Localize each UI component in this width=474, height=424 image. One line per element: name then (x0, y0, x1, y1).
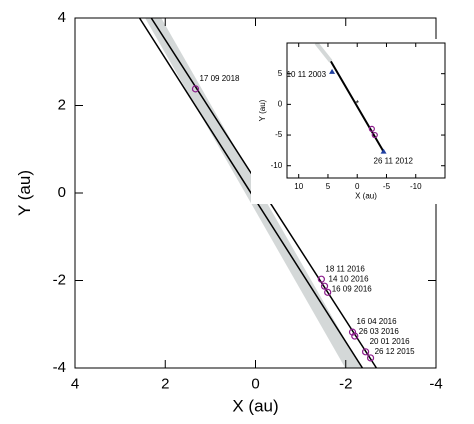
x-tick-label: 2 (161, 375, 169, 392)
x-tick-label: 0 (251, 375, 259, 392)
y-tick-label: -10 (271, 161, 283, 170)
x-axis-label: X (au) (232, 397, 278, 416)
x-tick-label: -10 (410, 182, 422, 191)
date-marker (371, 131, 378, 139)
date-label: 20 01 2016 (370, 337, 411, 346)
date-label: 16 04 2016 (357, 317, 398, 326)
inset-background (251, 39, 449, 204)
x-tick-label: -5 (383, 182, 391, 191)
date-label: 14 10 2016 (329, 274, 370, 283)
x-tick-label: 5 (326, 182, 331, 191)
uncertainty-band (314, 43, 333, 63)
date-label: 10 11 2003 (287, 70, 327, 79)
x-tick-label: 0 (355, 182, 360, 191)
star-marker: * (355, 99, 359, 109)
y-axis-label: Y (au) (15, 170, 34, 216)
y-tick-label: 5 (278, 69, 283, 78)
inset-chart: * 10 11 2003 26 11 2012 10 5 0 -5 -10 -10 -5 0 5 X (… (251, 39, 449, 204)
date-label: 18 11 2016 (325, 264, 365, 273)
date-marker (320, 282, 329, 290)
date-marker (366, 354, 375, 362)
y-axis-label: Y (au) (258, 99, 267, 121)
axes-frame (286, 42, 446, 179)
date-label: 16 09 2016 (332, 284, 373, 293)
date-marker (362, 348, 370, 356)
y-tick-label: -5 (275, 130, 283, 139)
y-tick-label: 0 (58, 184, 66, 201)
date-label: 26 03 2016 (359, 327, 400, 336)
trajectory-line (138, 18, 364, 368)
date-marker (324, 288, 332, 296)
date-marker (368, 125, 375, 133)
x-tick-label: 10 (294, 182, 303, 191)
y-tick-label: -2 (53, 271, 66, 288)
date-marker (351, 332, 359, 340)
y-tick-label: 2 (58, 96, 66, 113)
date-label: 26 11 2012 (374, 157, 414, 166)
x-tick-label: -4 (429, 375, 442, 392)
x-tick-label: -2 (339, 375, 352, 392)
date-marker (317, 275, 325, 283)
y-tick-label: 0 (278, 99, 283, 108)
triangle-marker (329, 68, 336, 74)
date-marker (348, 328, 357, 336)
date-label: 26 12 2015 (375, 347, 416, 356)
x-tick-label: 4 (71, 375, 79, 392)
y-tick-label: -4 (53, 359, 66, 376)
date-marker (191, 85, 200, 93)
date-label: 17 09 2018 (199, 74, 240, 83)
y-tick-label: 4 (58, 9, 66, 26)
trajectory-line (330, 60, 385, 153)
x-axis-label: X (au) (355, 192, 377, 201)
triangle-marker (380, 148, 387, 154)
plot-area: * (314, 43, 387, 154)
